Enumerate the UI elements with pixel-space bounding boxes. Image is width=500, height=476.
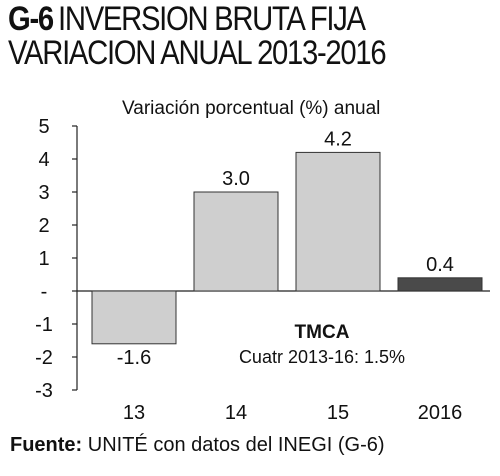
annotation-heading: TMCA: [295, 322, 350, 343]
y-tick-label: -: [41, 281, 48, 303]
title-line-2: VARIACION ANUAL 2013-2016: [8, 34, 387, 72]
y-tick-label: -2: [35, 347, 53, 369]
data-label: -1.6: [117, 347, 151, 369]
y-axis-label: Variación porcentual (%) anual: [122, 98, 381, 119]
chart-code: G-6: [8, 0, 54, 38]
data-label: 0.4: [426, 254, 454, 276]
y-tick-label: 5: [38, 116, 49, 138]
x-tick-label: 15: [327, 402, 349, 424]
y-tick-label: -1: [35, 314, 53, 336]
y-tick-label: 3: [38, 182, 49, 204]
annotation-text: Cuatr 2013-16: 1.5%: [239, 347, 405, 367]
data-label: 3.0: [222, 168, 250, 190]
x-tick-label: 2016: [418, 402, 463, 424]
bar: [193, 191, 279, 292]
y-tick-label: 2: [38, 215, 49, 237]
y-tick-label: 1: [38, 248, 49, 270]
x-tick-label: 13: [123, 402, 145, 424]
chart-title: G-6 INVERSION BRUTA FIJA VARIACION ANUAL …: [8, 2, 447, 70]
x-tick-label: 14: [225, 402, 247, 424]
bar: [91, 290, 177, 345]
bar: [295, 151, 381, 292]
source-label: Fuente:: [10, 434, 83, 456]
title-line-1: G-6 INVERSION BRUTA FIJA: [8, 2, 385, 36]
source-note: Fuente: UNITÉ con datos del INEGI (G-6): [10, 433, 385, 457]
y-tick-label: 4: [38, 149, 49, 171]
y-tick-label: -3: [35, 380, 53, 402]
bar: [397, 277, 483, 292]
source-text: UNITÉ con datos del INEGI (G-6): [82, 434, 385, 456]
title-text-1: INVERSION BRUTA FIJA: [58, 0, 366, 38]
data-label: 4.2: [324, 128, 352, 150]
